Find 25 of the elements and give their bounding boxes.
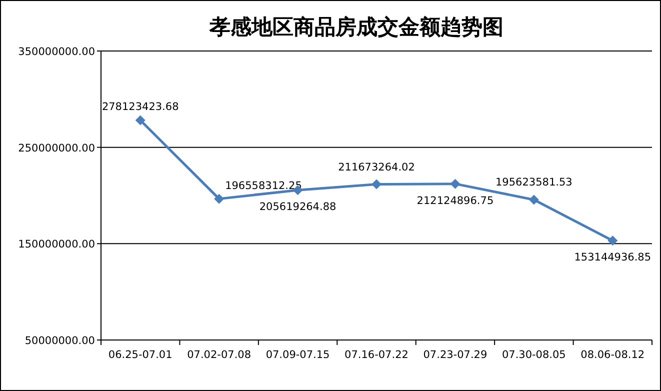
x-tick-label: 07.30-08.05 — [502, 349, 566, 361]
point — [450, 178, 460, 189]
x-tick-label: 08.06-08.12 — [580, 349, 645, 361]
point — [135, 115, 146, 126]
point — [214, 194, 224, 204]
point — [372, 179, 382, 190]
point — [528, 194, 539, 205]
x-tick-label: 07.02-07.08 — [187, 349, 252, 361]
point — [608, 236, 618, 246]
x-tick-label: 07.09-07.15 — [266, 349, 330, 361]
data-label: 195623581.53 — [496, 176, 572, 189]
chart-title: 孝感地区商品房成交金额趋势图 — [208, 15, 504, 39]
data-label: 278123423.68 — [102, 101, 179, 114]
x-tick-label: 07.23-07.29 — [423, 349, 488, 361]
y-tick-label: 350000000.00 — [18, 46, 95, 58]
data-label: 205619264.88 — [259, 201, 336, 214]
data-label: 211673264.02 — [338, 161, 415, 174]
y-tick-label: 50000000.00 — [24, 335, 95, 347]
data-label: 153144936.85 — [574, 252, 652, 264]
data-label: 196558312.25 — [225, 180, 302, 192]
x-tick-label: 07.16-07.22 — [344, 349, 408, 361]
y-tick-label: 150000000.00 — [18, 238, 95, 251]
data-label: 212124896.75 — [416, 194, 494, 207]
y-tick-label: 250000000.00 — [18, 142, 95, 154]
x-tick-label: 06.25-07.01 — [108, 349, 172, 361]
